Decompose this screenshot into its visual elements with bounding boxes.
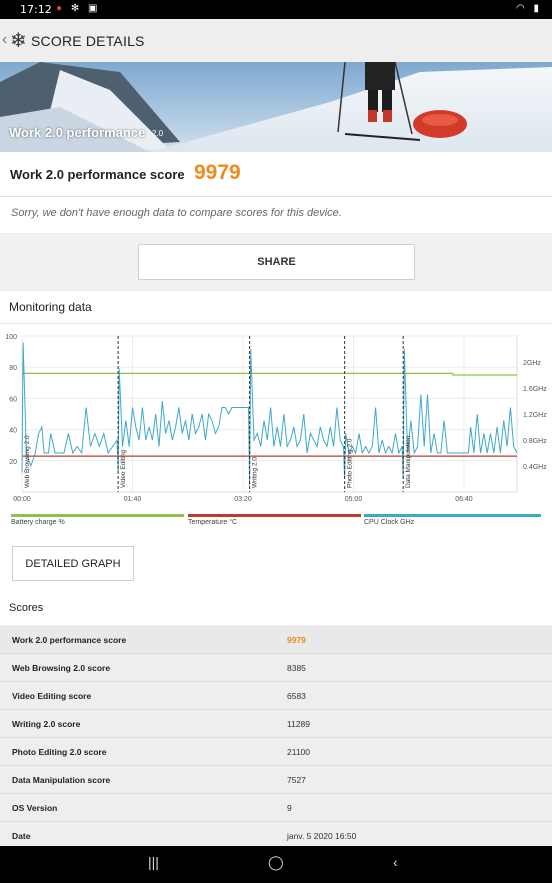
row-label: Video Editing score <box>12 691 92 701</box>
monitoring-chart: 100 80 60 40 20 2GHz 1.6GHz 1.2GHz 0.8GHz 0.4GHz 0… <box>5 334 547 503</box>
hero-banner: Work 2.0 performance 2.0 <box>0 62 552 152</box>
y-tick-label: 20 <box>9 459 17 466</box>
scores-header: Scores <box>0 599 552 625</box>
row-value: 9979 <box>287 635 306 645</box>
hero-caption: Work 2.0 performance <box>9 125 146 140</box>
row-value: 8385 <box>287 663 306 673</box>
app-notification-icon: ● <box>56 3 66 14</box>
table-row: Data Manipulation score 7527 <box>0 766 552 794</box>
section-label: Web Browsing 2.0 <box>24 435 31 488</box>
snowflake-notification-icon: ✻ <box>70 3 83 14</box>
row-value: janv. 5 2020 16:50 <box>287 831 357 841</box>
scores-title: Scores <box>9 602 44 614</box>
back-chevron-icon[interactable]: ‹ <box>2 31 8 48</box>
table-row: Work 2.0 performance score 9979 <box>0 626 552 654</box>
compare-notice: Sorry, we don't have enough data to comp… <box>0 197 552 233</box>
app-bar: ‹ ❄ SCORE DETAILS <box>0 19 552 62</box>
row-value: 7527 <box>287 775 306 785</box>
row-value: 21100 <box>287 747 311 757</box>
row-value: 9 <box>287 803 292 813</box>
legend-temperature: Temperature °C <box>188 519 238 526</box>
page-title: SCORE DETAILS <box>31 33 145 49</box>
y2-tick-label: 1.2GHz <box>523 412 547 419</box>
wifi-icon: ◠ <box>515 3 528 14</box>
home-icon[interactable]: ◯ <box>268 854 284 870</box>
share-button[interactable]: SHARE <box>138 244 415 280</box>
row-label: Photo Editing 2.0 score <box>12 747 107 757</box>
y-tick-label: 100 <box>5 334 17 341</box>
y2-tick-label: 1.6GHz <box>523 386 547 393</box>
table-row: Photo Editing 2.0 score 21100 <box>0 738 552 766</box>
detailed-graph-button[interactable]: DETAILED GRAPH <box>12 546 134 581</box>
y-tick-label: 40 <box>9 428 17 435</box>
hero-image <box>0 62 552 152</box>
series-line <box>22 372 517 376</box>
share-section: SHARE <box>0 234 552 290</box>
legend-battery: Battery charge % <box>11 519 65 526</box>
scores-table: Work 2.0 performance score 9979 Web Brow… <box>0 626 552 850</box>
table-row: Video Editing score 6583 <box>0 682 552 710</box>
section-label: Data Manipulation <box>405 435 412 488</box>
notification-icons: ● ✻ ▣ <box>56 3 100 14</box>
section-label: Photo Editing 2.0 <box>347 438 354 488</box>
legend-cpu: CPU Clock GHz <box>364 519 415 526</box>
x-tick-label: 01:40 <box>124 496 142 503</box>
y-tick-label: 80 <box>9 365 17 372</box>
row-value: 6583 <box>287 691 306 701</box>
system-icons: ◠ ▮ <box>516 3 542 14</box>
table-row: Writing 2.0 score 11289 <box>0 710 552 738</box>
3dmark-logo-icon: ❄ <box>10 30 27 52</box>
x-tick-label: 06:40 <box>455 496 473 503</box>
legend-swatch-temperature <box>188 514 361 517</box>
x-tick-label: 03:20 <box>234 496 252 503</box>
score-label: Work 2.0 performance score <box>10 167 185 182</box>
status-time: 17:12 <box>20 3 52 16</box>
back-icon[interactable]: ‹ <box>393 854 398 870</box>
x-tick-label: 00:00 <box>13 496 31 503</box>
monitoring-chart-card: 100 80 60 40 20 2GHz 1.6GHz 1.2GHz 0.8GHz 0.4GHz 0… <box>0 324 552 599</box>
table-row: OS Version 9 <box>0 794 552 822</box>
hero-version: 2.0 <box>152 129 164 138</box>
row-label: Data Manipulation score <box>12 775 111 785</box>
row-label: Work 2.0 performance score <box>12 635 127 645</box>
legend-swatch-battery <box>11 514 184 517</box>
battery-icon: ▮ <box>533 3 542 14</box>
section-label: Writing 2.0 <box>252 457 259 488</box>
monitoring-title: Monitoring data <box>9 300 92 314</box>
legend-swatch-cpu <box>364 514 541 517</box>
table-row: Web Browsing 2.0 score 8385 <box>0 654 552 682</box>
row-label: OS Version <box>12 803 58 813</box>
y2-tick-label: 0.8GHz <box>523 438 547 445</box>
y2-tick-label: 0.4GHz <box>523 464 547 471</box>
row-value: 11289 <box>287 719 311 729</box>
recent-apps-icon[interactable]: ||| <box>148 854 159 870</box>
y2-tick-label: 2GHz <box>523 360 541 367</box>
row-label: Writing 2.0 score <box>12 719 81 729</box>
score-value: 9979 <box>194 161 241 184</box>
status-bar: 17:12 ● ✻ ▣ ◠ ▮ <box>0 0 552 19</box>
section-label: Video Editing <box>120 449 127 488</box>
score-card: Work 2.0 performance score 9979 <box>0 152 552 197</box>
compare-notice-text: Sorry, we don't have enough data to comp… <box>11 207 342 219</box>
system-nav-bar: ||| ◯ ‹ <box>0 846 552 883</box>
x-tick-label: 05:00 <box>345 496 363 503</box>
monitoring-header: Monitoring data <box>0 291 552 324</box>
row-label: Date <box>12 831 31 841</box>
image-notification-icon: ▣ <box>88 3 101 14</box>
y-tick-label: 60 <box>9 396 17 403</box>
row-label: Web Browsing 2.0 score <box>12 663 111 673</box>
